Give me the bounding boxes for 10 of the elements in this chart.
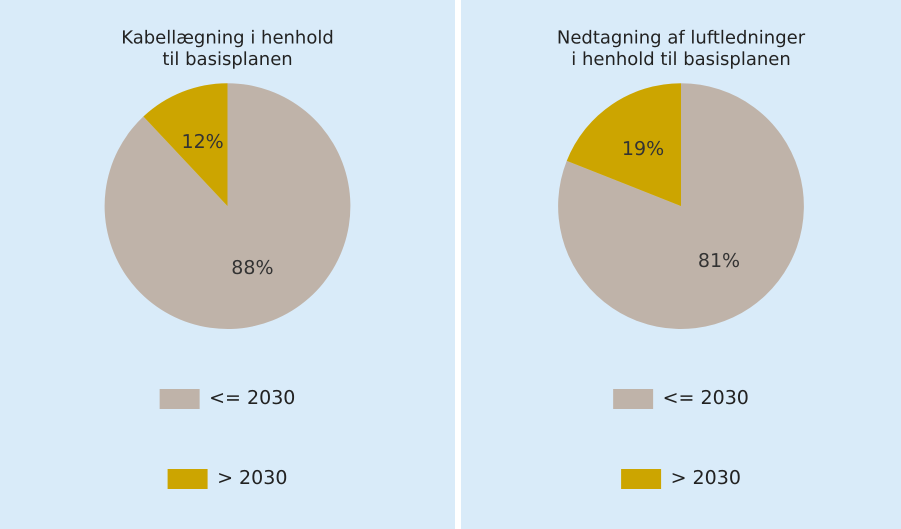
- data-label: 12%: [182, 131, 224, 154]
- legend-label: > 2030: [217, 466, 288, 489]
- data-label: 81%: [698, 250, 740, 272]
- chart-title: Nedtagning af luftledninger i henhold til basisplanen: [556, 27, 806, 70]
- chart-title: Kabellægning i henhold til basisplanen: [121, 27, 334, 70]
- legend-label: <= 2030: [209, 386, 296, 409]
- data-label: 88%: [231, 256, 274, 279]
- data-label: 19%: [622, 138, 664, 160]
- legend-label: <= 2030: [662, 386, 749, 409]
- legend-label: > 2030: [670, 466, 741, 489]
